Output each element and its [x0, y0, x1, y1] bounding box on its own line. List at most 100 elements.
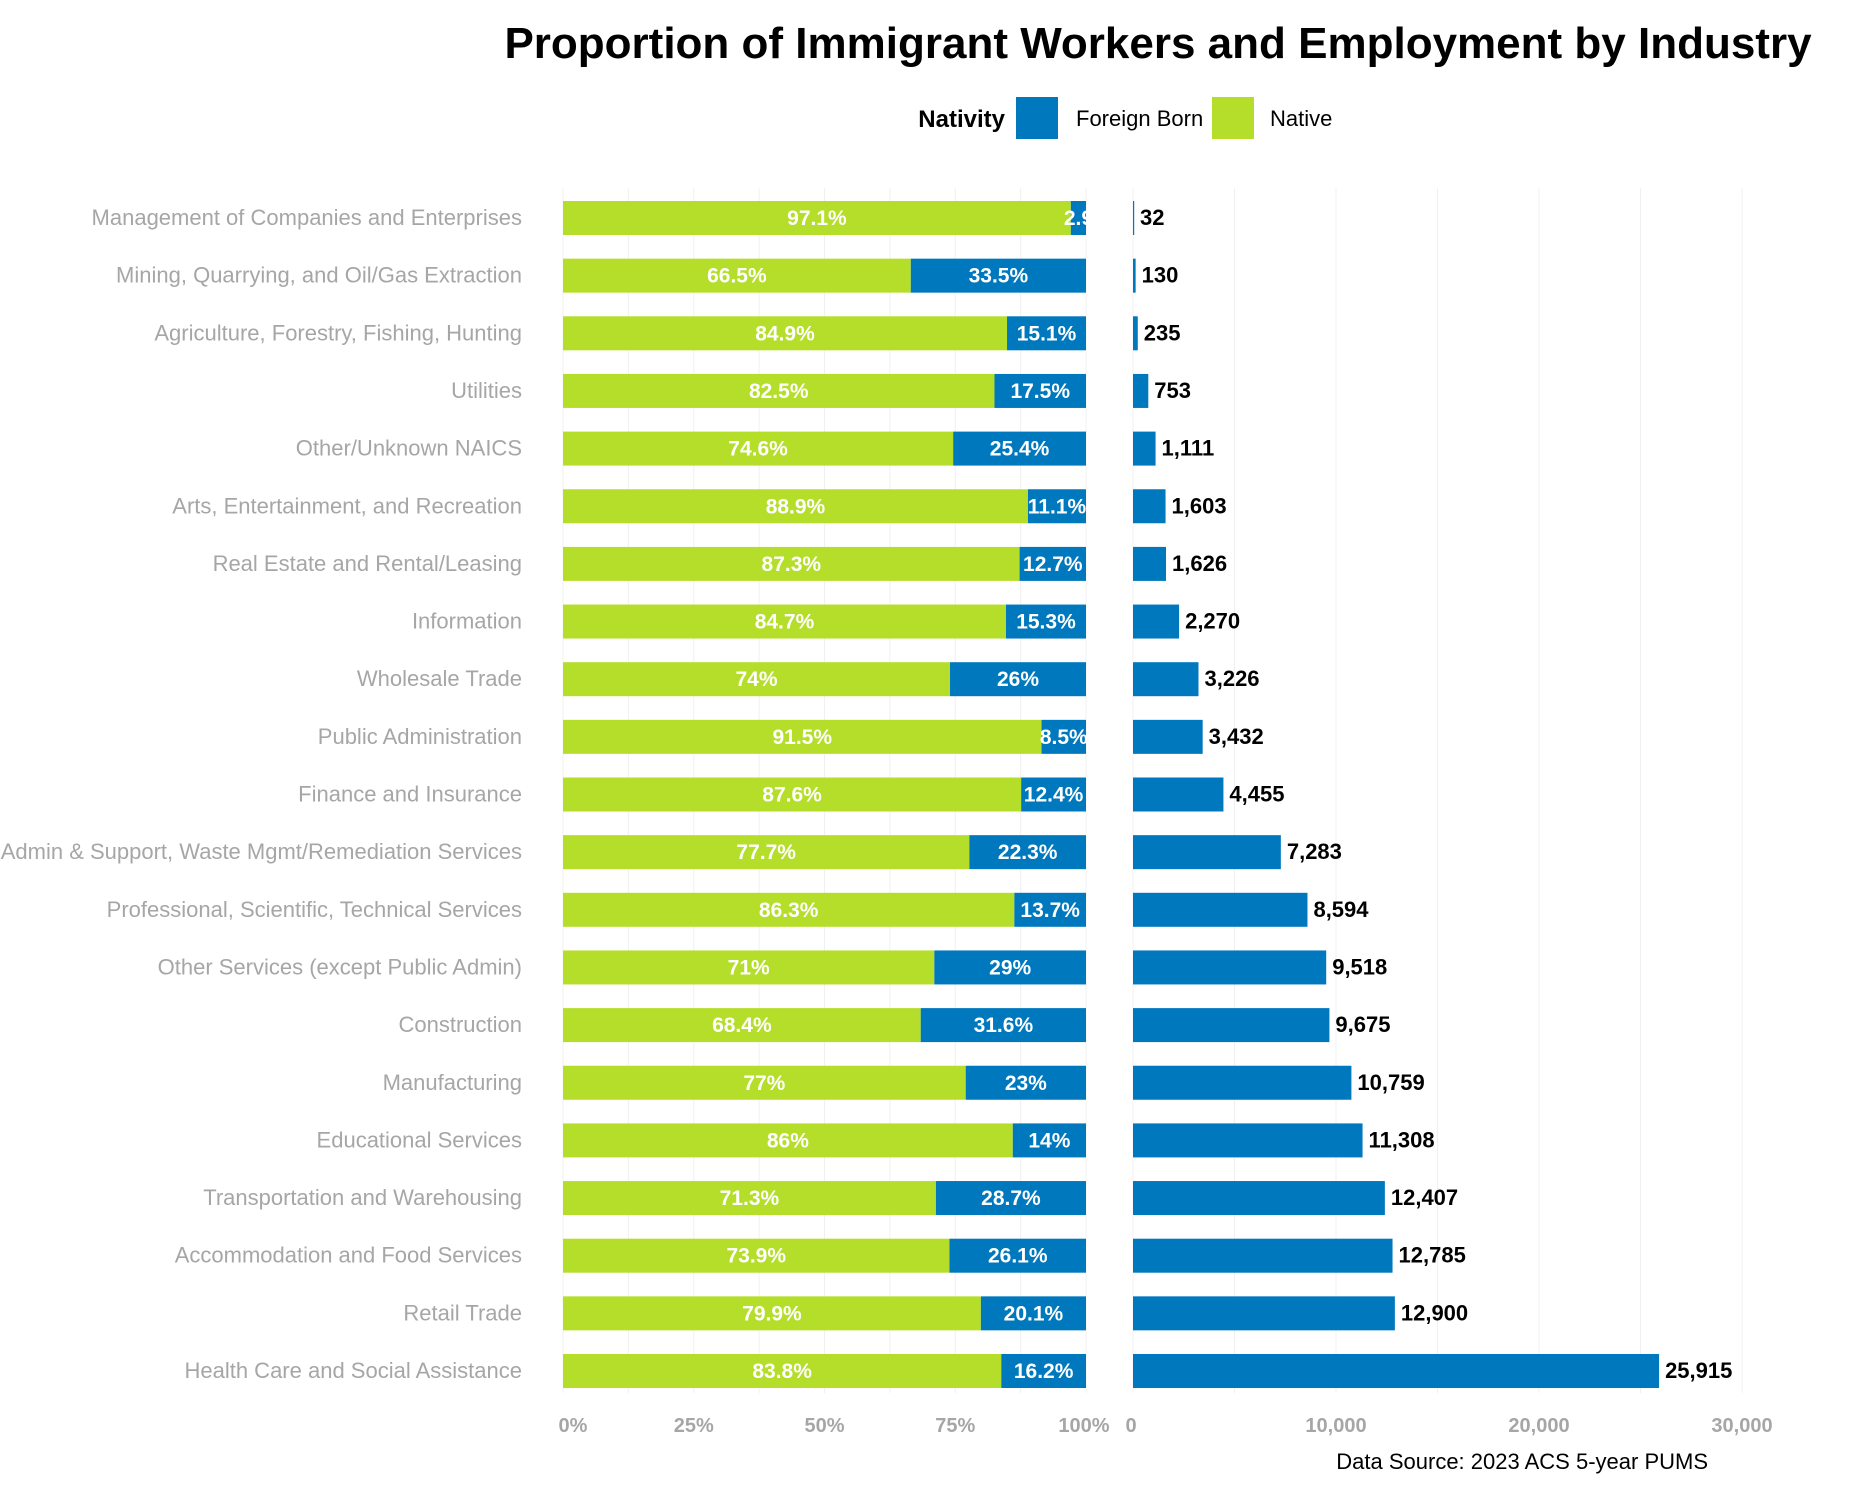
foreign-born-bar: [965, 1065, 1086, 1100]
count-tick-label: 0: [1125, 1415, 1136, 1437]
category-label: Health Care and Social Assistance: [184, 1358, 522, 1383]
native-bar: [563, 1354, 1002, 1388]
native-bar: [563, 1008, 921, 1043]
count-bar: [1133, 546, 1167, 581]
count-axis-ticks: 0 10,000 20,000 30,000: [1125, 1415, 1772, 1437]
foreign-born-bar: [1041, 719, 1086, 754]
foreign-born-bar: [1070, 201, 1086, 235]
native-bar: [563, 604, 1006, 639]
count-bar-label: 9,675: [1335, 1012, 1390, 1037]
data-source-note: Data Source: 2023 ACS 5-year PUMS: [1336, 1449, 1708, 1474]
foreign-born-bar-label: 15.1%: [1017, 322, 1077, 345]
native-bar: [563, 777, 1022, 812]
native-bar-label: 66.5%: [707, 265, 767, 288]
legend-swatch-foreign-born: [1016, 97, 1058, 139]
foreign-born-bar: [950, 662, 1086, 697]
count-bar: [1133, 373, 1149, 408]
native-bar-label: 73.9%: [726, 1245, 786, 1268]
proportion-bars: 97.1% 2.9 66.5% 33.5% 84.9% 15.1% 82.5% 17.5% 74…: [563, 201, 1093, 1388]
native-bar-label: 86%: [767, 1129, 809, 1152]
native-bar: [563, 1238, 950, 1273]
count-bar: [1133, 950, 1327, 985]
foreign-born-bar-label: 26%: [997, 668, 1039, 691]
count-bar-label: 12,407: [1391, 1185, 1458, 1210]
category-label: Public Administration: [318, 724, 522, 749]
foreign-born-bar-label: 28.7%: [981, 1187, 1041, 1210]
native-bar: [563, 431, 954, 466]
count-bar: [1133, 662, 1199, 697]
native-bar: [563, 892, 1015, 927]
foreign-born-bar-label: 29%: [989, 956, 1031, 979]
count-bar-label: 235: [1144, 320, 1181, 345]
category-labels: Management of Companies and Enterprises M…: [1, 205, 522, 1383]
count-bar: [1133, 1123, 1363, 1158]
foreign-born-bar-label: 20.1%: [1004, 1302, 1064, 1325]
legend-label-native: Native: [1270, 106, 1332, 131]
native-bar: [563, 1181, 936, 1216]
proportion-tick-label: 75%: [935, 1415, 975, 1437]
foreign-born-bar: [980, 1296, 1086, 1331]
category-label: Other Services (except Public Admin): [158, 954, 522, 979]
native-bar-label: 87.3%: [762, 553, 822, 576]
proportion-tick-label: 0%: [559, 1415, 588, 1437]
count-bar-label: 1,603: [1172, 493, 1227, 518]
foreign-born-bar: [910, 258, 1086, 293]
count-tick-label: 20,000: [1508, 1415, 1569, 1437]
native-bar-label: 84.9%: [755, 322, 815, 345]
foreign-born-bar-label: 13.7%: [1020, 899, 1080, 922]
count-bar: [1133, 1238, 1393, 1273]
native-bar: [563, 719, 1042, 754]
category-label: Finance and Insurance: [298, 782, 522, 807]
native-bar: [563, 835, 970, 870]
category-label: Real Estate and Rental/Leasing: [213, 551, 522, 576]
native-bar-label: 74.6%: [728, 438, 788, 461]
foreign-born-bar-label: 15.3%: [1016, 611, 1076, 634]
count-bar: [1133, 719, 1203, 754]
foreign-born-bar-label: 16.2%: [1014, 1360, 1074, 1383]
native-bar-label: 79.9%: [742, 1302, 802, 1325]
native-bar-label: 68.4%: [712, 1014, 772, 1037]
proportion-tick-label: 25%: [674, 1415, 714, 1437]
foreign-born-bar: [949, 1238, 1086, 1273]
foreign-born-bar-label: 23%: [1005, 1072, 1047, 1095]
native-bar: [563, 1123, 1013, 1158]
count-tick-label: 10,000: [1305, 1415, 1366, 1437]
count-bar: [1133, 892, 1308, 927]
foreign-born-bar-label: 17.5%: [1010, 380, 1070, 403]
foreign-born-bar-label: 33.5%: [969, 265, 1029, 288]
category-label: Other/Unknown NAICS: [296, 436, 522, 461]
native-bar: [563, 662, 951, 697]
category-label: Retail Trade: [403, 1300, 522, 1325]
count-bar-label: 1,111: [1162, 436, 1215, 461]
count-bar-label: 1,626: [1172, 551, 1227, 576]
count-bar-label: 9,518: [1332, 954, 1387, 979]
native-bar: [563, 201, 1071, 235]
native-bar: [563, 316, 1008, 351]
foreign-born-bar: [934, 950, 1086, 985]
native-bar-label: 87.6%: [762, 784, 822, 807]
foreign-born-bar-label: 8.5%: [1040, 726, 1088, 749]
count-bar-label: 7,283: [1287, 839, 1342, 864]
category-label: Wholesale Trade: [357, 666, 522, 691]
foreign-born-bar: [1027, 489, 1086, 524]
foreign-born-bar: [935, 1181, 1086, 1216]
count-bar-label: 3,226: [1204, 666, 1259, 691]
native-bar-label: 71.3%: [720, 1187, 780, 1210]
count-bar-label: 10,759: [1357, 1070, 1424, 1095]
foreign-born-bar-label: 12.4%: [1024, 784, 1084, 807]
count-bar-label: 12,785: [1399, 1243, 1466, 1268]
legend-swatch-native: [1212, 97, 1254, 139]
count-bar: [1133, 1008, 1330, 1043]
native-bar-label: 77.7%: [736, 841, 796, 864]
native-bar: [563, 1296, 981, 1331]
native-bar: [563, 489, 1028, 524]
proportion-axis-ticks: 0% 25% 50% 75% 100%: [559, 1415, 1110, 1437]
foreign-born-bar: [1019, 546, 1086, 581]
category-label: Construction: [398, 1012, 522, 1037]
foreign-born-bar: [920, 1008, 1086, 1043]
category-label: Professional, Scientific, Technical Serv…: [107, 897, 522, 922]
count-bar-label: 25,915: [1665, 1358, 1732, 1383]
native-bar-label: 86.3%: [759, 899, 819, 922]
native-bar: [563, 546, 1020, 581]
native-bar-label: 88.9%: [766, 495, 826, 518]
